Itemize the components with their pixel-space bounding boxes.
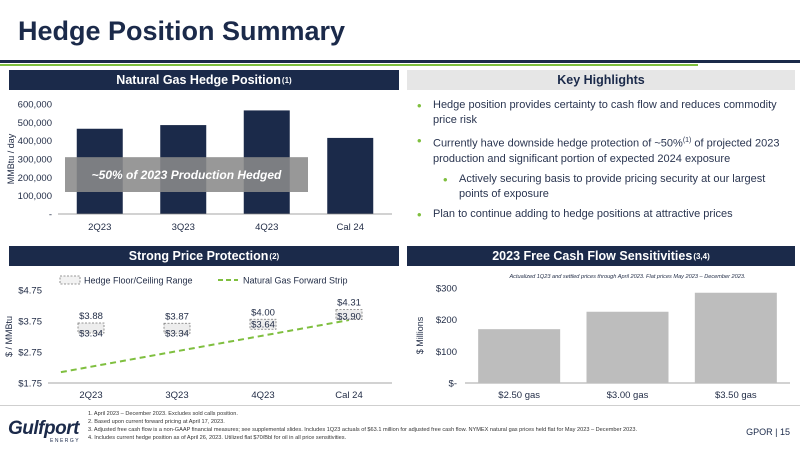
fcf-sup: (3,4) (693, 251, 710, 261)
x-tick-label: Cal 24 (337, 222, 364, 233)
hedge-range-box (249, 318, 277, 330)
legend-swatch-hedge (59, 275, 81, 285)
highlight-text: Hedge position provides certainty to cas… (433, 99, 777, 126)
y-tick-label: 100,000 (18, 191, 52, 202)
legend-label-hedge: Hedge Floor/Ceiling Range (84, 276, 193, 286)
y-tick-label: $3.75 (18, 317, 42, 328)
y-tick-label: - (49, 210, 52, 221)
y-tick-label: 200,000 (18, 173, 52, 184)
annotation-label: ~50% of 2023 Production Hedged (92, 168, 282, 182)
x-tick-label: 3Q23 (172, 222, 195, 233)
highlight-item: Currently have downside hedge protection… (413, 133, 793, 167)
x-tick-label: $3.50 gas (715, 390, 757, 401)
y-tick-label: $100 (436, 347, 457, 358)
price-title: Strong Price Protection (128, 249, 269, 263)
y-tick-label: $1.75 (18, 379, 42, 390)
x-tick-label: Cal 24 (335, 390, 362, 401)
footnote: 4. Includes current hedge position as of… (88, 435, 347, 441)
y-tick-label: 600,000 (18, 100, 52, 111)
y-tick-label: $4.75 (18, 286, 42, 297)
title-rule (0, 60, 800, 63)
legend-label-strip: Natural Gas Forward Strip (243, 276, 348, 286)
x-tick-label: $2.50 gas (498, 390, 540, 401)
y-tick-label: $- (449, 379, 457, 390)
fcf-header: 2023 Free Cash Flow Sensitivities (3,4) (407, 246, 795, 266)
ceiling-label: $4.31 (337, 298, 361, 309)
page-title: Hedge Position Summary (18, 16, 346, 46)
company-logo: Gulfport (8, 418, 79, 439)
y-axis-label: $ Millions (415, 316, 425, 354)
y-tick-label: $200 (436, 315, 457, 326)
highlights-title: Key Highlights (557, 73, 645, 87)
y-tick-label: 400,000 (18, 136, 52, 147)
gas-hedge-header: Natural Gas Hedge Position (1) (9, 70, 399, 90)
footer (0, 405, 800, 451)
highlight-text: Plan to continue adding to hedge positio… (433, 207, 733, 220)
footnote: 2. Based upon current forward pricing at… (88, 419, 225, 425)
fcf-sensitivity-chart: Actualized 1Q23 and settled prices throu… (415, 274, 790, 401)
highlight-text: Actively securing basis to provide prici… (459, 172, 766, 200)
ceiling-label: $4.00 (251, 307, 275, 318)
hedge-position-chart: - 100,000 200,000 300,000 400,000 500,000 600,… (6, 100, 392, 233)
highlight-subitem: Actively securing basis to provide prici… (413, 172, 793, 202)
footnotes: 1. April 2023 – December 2023. Excludes … (88, 410, 728, 442)
hedge-range-box (77, 322, 105, 334)
highlight-text: Currently have downside hedge protection… (433, 137, 683, 150)
bar (327, 137, 374, 214)
y-axis-label: MMBtu / day (6, 133, 16, 184)
highlights-list: Hedge position provides certainty to cas… (413, 98, 793, 227)
x-tick-label: 2Q23 (88, 222, 111, 233)
chart-note: Actualized 1Q23 and settled prices throu… (508, 274, 745, 280)
hedge-range-box (163, 322, 191, 334)
x-tick-label: $3.00 gas (607, 390, 649, 401)
ceiling-label: $3.87 (165, 311, 189, 322)
footnote: 1. April 2023 – December 2023. Excludes … (88, 411, 238, 417)
floor-label: $3.34 (79, 329, 103, 340)
highlight-item: Plan to continue adding to hedge positio… (413, 207, 793, 222)
y-tick-label: 300,000 (18, 155, 52, 166)
title-accent-rule (0, 64, 698, 66)
fcf-title: 2023 Free Cash Flow Sensitivities (492, 249, 693, 263)
x-tick-label: 3Q23 (165, 390, 188, 401)
page-label: GPOR | 15 (746, 427, 790, 437)
x-tick-label: 2Q23 (79, 390, 102, 401)
annotation-band (65, 157, 308, 192)
ceiling-label: $3.88 (79, 311, 103, 322)
company-logo-sub: ENERGY (50, 438, 81, 444)
gas-hedge-sup: (1) (281, 75, 292, 85)
floor-label: $3.34 (165, 329, 189, 340)
highlight-sup: (1) (682, 137, 692, 144)
x-tick-label: 4Q23 (255, 222, 278, 233)
footnote: 3. Adjusted free cash flow is a non-GAAP… (88, 427, 638, 433)
y-tick-label: $300 (436, 284, 457, 295)
bar (478, 329, 561, 383)
price-protection-chart: Hedge Floor/Ceiling Range Natural Gas For… (4, 275, 392, 401)
floor-label: $3.64 (251, 319, 275, 330)
price-sup: (2) (269, 251, 280, 261)
bar (694, 292, 777, 383)
highlights-header: Key Highlights (407, 70, 795, 90)
y-tick-label: 500,000 (18, 118, 52, 129)
y-axis-label: $ / MMBtu (4, 316, 14, 357)
highlight-item: Hedge position provides certainty to cas… (413, 98, 793, 128)
y-tick-label: $2.75 (18, 348, 42, 359)
price-header: Strong Price Protection (2) (9, 246, 399, 266)
bar (586, 311, 669, 383)
floor-label: $3.90 (337, 311, 361, 322)
hedge-range-box (335, 309, 363, 321)
gas-hedge-title: Natural Gas Hedge Position (116, 73, 281, 87)
forward-strip-line (60, 319, 350, 374)
x-tick-label: 4Q23 (251, 390, 274, 401)
highlight-text-cont: of projected 2023 production and signifi… (433, 137, 780, 165)
